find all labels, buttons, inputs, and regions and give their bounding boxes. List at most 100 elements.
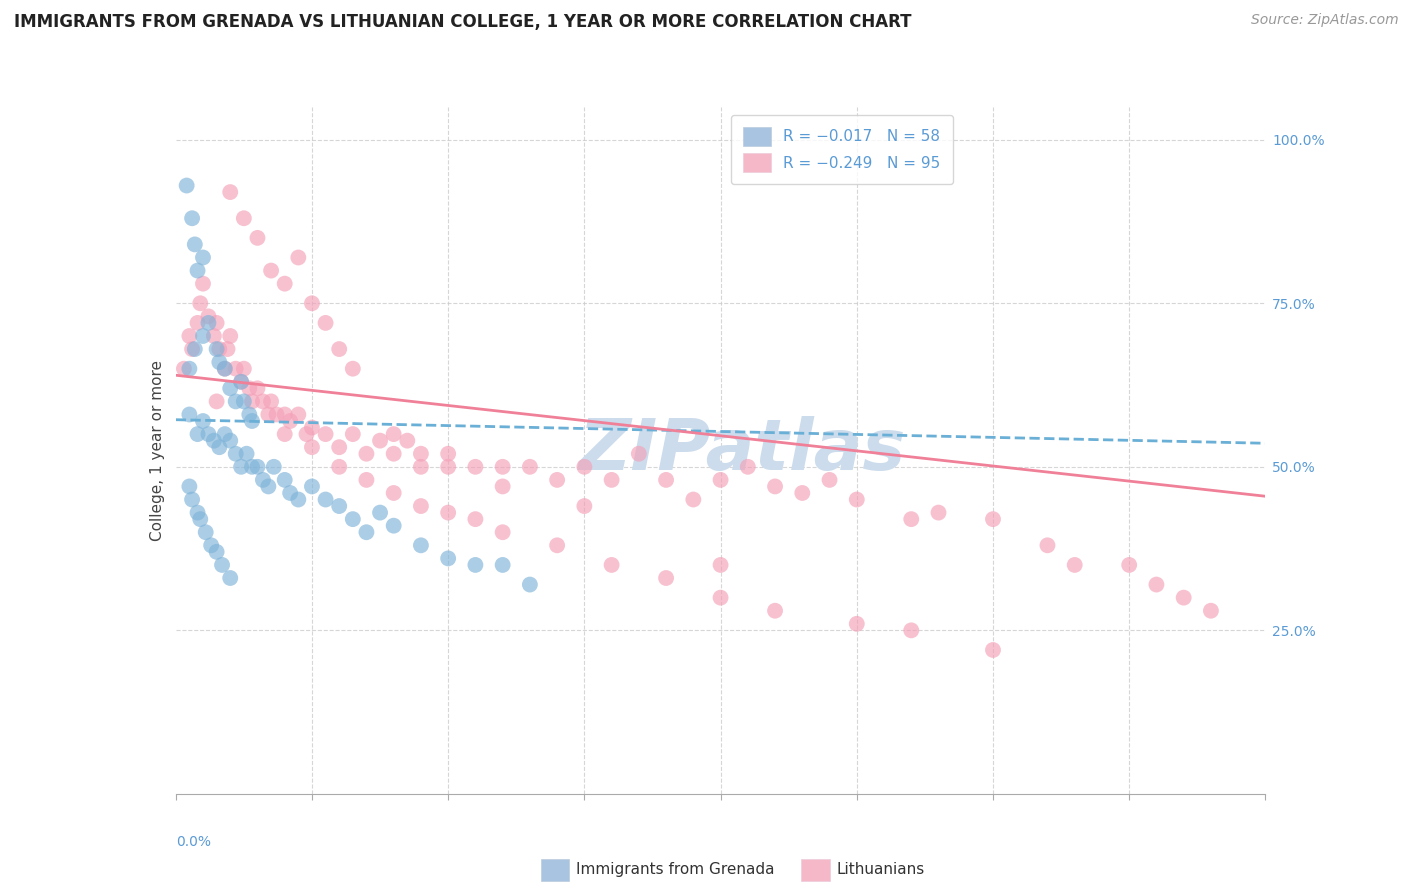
Point: [214, 361, 236, 376]
Point: [1036, 538, 1059, 552]
Point: [186, 427, 209, 442]
Point: [287, 492, 309, 507]
Point: [328, 342, 350, 356]
Point: [231, 375, 253, 389]
Point: [368, 434, 391, 448]
Point: [710, 591, 733, 605]
Point: [328, 499, 350, 513]
Point: [342, 361, 364, 376]
Point: [208, 342, 231, 356]
Point: [274, 408, 297, 422]
Point: [191, 277, 214, 291]
Point: [208, 355, 231, 369]
Point: [763, 604, 786, 618]
Point: [301, 296, 323, 310]
Point: [437, 506, 460, 520]
Point: [219, 571, 242, 585]
Text: ZIPatlas: ZIPatlas: [579, 416, 905, 485]
Point: [191, 329, 214, 343]
Point: [845, 616, 868, 631]
Point: [301, 420, 323, 434]
Point: [981, 512, 1004, 526]
Point: [231, 375, 253, 389]
Point: [409, 499, 432, 513]
Point: [188, 296, 211, 310]
Point: [396, 434, 419, 448]
Point: [208, 440, 231, 454]
Point: [368, 506, 391, 520]
Point: [315, 316, 337, 330]
Point: [655, 571, 678, 585]
Point: [546, 473, 568, 487]
Point: [600, 473, 623, 487]
Point: [274, 277, 297, 291]
Point: [260, 263, 283, 277]
Point: [382, 486, 405, 500]
Text: Source: ZipAtlas.com: Source: ZipAtlas.com: [1251, 13, 1399, 28]
Point: [246, 459, 269, 474]
Point: [845, 492, 868, 507]
Point: [546, 538, 568, 552]
Point: [1118, 558, 1140, 572]
Point: [219, 329, 242, 343]
Point: [205, 342, 228, 356]
Point: [437, 551, 460, 566]
Point: [492, 479, 515, 493]
Point: [225, 447, 247, 461]
Point: [179, 408, 201, 422]
Point: [231, 459, 253, 474]
Point: [600, 558, 623, 572]
Point: [328, 440, 350, 454]
Point: [266, 408, 288, 422]
Point: [217, 342, 239, 356]
Point: [186, 316, 209, 330]
Point: [240, 394, 263, 409]
Point: [219, 434, 242, 448]
Point: [205, 316, 228, 330]
Point: [240, 459, 263, 474]
Point: [186, 263, 209, 277]
Point: [205, 394, 228, 409]
Point: [382, 427, 405, 442]
Point: [409, 447, 432, 461]
Point: [238, 381, 260, 395]
Point: [181, 492, 204, 507]
Point: [301, 479, 323, 493]
Point: [627, 447, 650, 461]
Point: [655, 473, 678, 487]
Point: [1199, 604, 1222, 618]
Point: [287, 251, 309, 265]
Point: [200, 538, 222, 552]
Point: [238, 408, 260, 422]
Point: [246, 231, 269, 245]
Point: [179, 361, 201, 376]
Point: [682, 492, 704, 507]
Point: [315, 492, 337, 507]
Point: [211, 558, 233, 572]
Point: [278, 414, 301, 428]
Point: [176, 178, 198, 193]
Point: [186, 506, 209, 520]
Text: Immigrants from Grenada: Immigrants from Grenada: [576, 863, 775, 877]
Point: [274, 473, 297, 487]
Point: [202, 329, 225, 343]
Point: [202, 434, 225, 448]
Y-axis label: College, 1 year or more: College, 1 year or more: [149, 360, 165, 541]
Point: [225, 394, 247, 409]
Point: [710, 558, 733, 572]
Point: [437, 447, 460, 461]
Text: Lithuanians: Lithuanians: [837, 863, 925, 877]
Point: [188, 512, 211, 526]
Point: [301, 440, 323, 454]
Point: [492, 459, 515, 474]
Point: [356, 525, 378, 540]
Point: [214, 427, 236, 442]
Point: [574, 459, 596, 474]
Point: [252, 394, 274, 409]
Point: [900, 624, 922, 638]
Point: [191, 414, 214, 428]
Point: [197, 316, 219, 330]
Text: IMMIGRANTS FROM GRENADA VS LITHUANIAN COLLEGE, 1 YEAR OR MORE CORRELATION CHART: IMMIGRANTS FROM GRENADA VS LITHUANIAN CO…: [14, 13, 911, 31]
Point: [184, 342, 207, 356]
Point: [1144, 577, 1167, 591]
